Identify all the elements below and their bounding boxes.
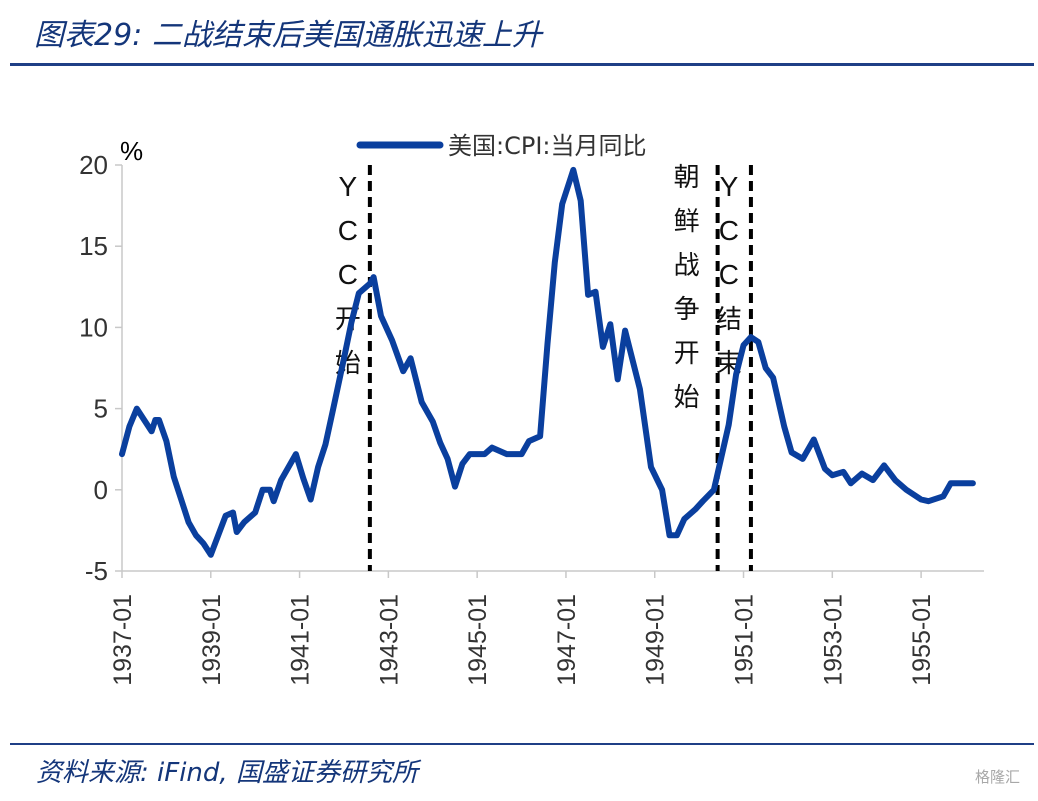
series-layer — [119, 166, 976, 558]
watermark: 格隆汇 — [974, 768, 1020, 786]
annotation-char: 朝 — [674, 163, 700, 193]
annotation-char: C — [338, 259, 358, 290]
y-tick-label: 15 — [79, 231, 108, 261]
x-tick-label: 1939-01 — [198, 594, 226, 686]
footer-rule — [10, 743, 1034, 745]
series-line-1 — [119, 166, 976, 558]
y-unit-label: % — [120, 136, 143, 166]
figure-title: 图表29: 二战结束后美国通胀迅速上升 — [34, 18, 542, 53]
x-tick-label: 1955-01 — [908, 594, 936, 686]
annotation-char: 结 — [716, 305, 742, 335]
y-tick-label: 5 — [94, 394, 108, 424]
legend: 美国:CPI:当月同比 — [356, 132, 646, 160]
x-tick-label: 1947-01 — [553, 594, 581, 686]
source-note: 资料来源: iFind, 国盛证券研究所 — [36, 758, 418, 788]
y-tick-label: 20 — [79, 150, 108, 180]
annotation-char: 鲜 — [674, 207, 700, 237]
annotation-char: Y — [720, 171, 739, 202]
x-tick-label: 1941-01 — [287, 594, 315, 686]
x-tick-label: 1943-01 — [375, 594, 403, 686]
x-tick-label: 1945-01 — [464, 594, 492, 686]
y-tick-label: 0 — [94, 475, 108, 505]
annotation-char: 开 — [674, 339, 700, 369]
title-underline — [10, 63, 1034, 66]
annotation-char: 争 — [674, 295, 700, 325]
legend-label: 美国:CPI:当月同比 — [448, 132, 646, 160]
x-tick-label: 1953-01 — [819, 594, 847, 686]
annotation-char: C — [338, 215, 358, 246]
y-tick-label: -5 — [85, 556, 108, 586]
x-tick-label: 1949-01 — [642, 594, 670, 686]
cpi-line-chart: 20 15 10 5 0 -5% 1937-01 1939-01 1941-01 1943-01 1… — [79, 132, 984, 686]
annotation-char: C — [719, 259, 739, 290]
chart-axes: 20 15 10 5 0 -5% 1937-01 1939-01 1941-01 1943-01 1… — [79, 136, 984, 686]
x-tick-label: 1951-01 — [731, 594, 759, 686]
annotation-char: 始 — [674, 383, 700, 413]
annotation-char: 战 — [674, 251, 700, 281]
annotation-char: Y — [339, 171, 358, 202]
y-tick-label: 10 — [79, 312, 108, 342]
annotation-char: C — [719, 215, 739, 246]
x-tick-label: 1937-01 — [109, 594, 137, 686]
